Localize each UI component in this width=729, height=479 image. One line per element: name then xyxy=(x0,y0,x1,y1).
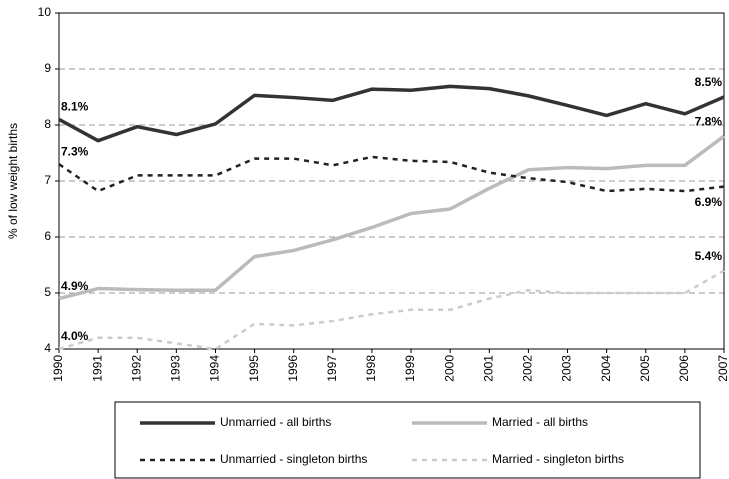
x-tick-label: 1992 xyxy=(129,355,143,382)
x-tick-label: 1990 xyxy=(51,355,65,382)
data-label: 7.3% xyxy=(61,144,89,158)
data-label: 8.5% xyxy=(695,75,723,89)
legend-label: Married - all births xyxy=(492,415,588,429)
legend-label: Unmarried - all births xyxy=(220,415,331,429)
y-tick-label: 8 xyxy=(44,117,51,131)
series-line xyxy=(58,155,725,193)
y-tick-label: 5 xyxy=(44,285,51,299)
series-line xyxy=(58,269,725,351)
x-tick-label: 1996 xyxy=(286,355,300,382)
x-tick-label: 1998 xyxy=(364,355,378,382)
y-axis-label: % of low weight births xyxy=(6,123,20,239)
x-tick-label: 2003 xyxy=(560,355,574,382)
x-tick-label: 2001 xyxy=(481,355,495,382)
x-tick-label: 2000 xyxy=(442,355,456,382)
data-label: 7.8% xyxy=(695,114,723,128)
y-tick-label: 10 xyxy=(38,5,52,19)
legend-box xyxy=(114,401,701,479)
x-tick-label: 1999 xyxy=(403,355,417,382)
x-tick-label: 1994 xyxy=(208,355,222,382)
x-tick-label: 2007 xyxy=(716,355,729,382)
series-line xyxy=(58,84,725,143)
x-tick-label: 1993 xyxy=(169,355,183,382)
x-tick-label: 1991 xyxy=(90,355,104,382)
x-tick-label: 2006 xyxy=(677,355,691,382)
y-tick-label: 4 xyxy=(44,341,51,355)
series-line xyxy=(58,134,726,301)
x-tick-label: 2002 xyxy=(521,355,535,382)
y-tick-label: 6 xyxy=(44,229,51,243)
data-label: 4.9% xyxy=(61,279,89,293)
x-tick-label: 2005 xyxy=(638,355,652,382)
data-label: 6.9% xyxy=(695,195,723,209)
x-tick-label: 2004 xyxy=(599,355,613,382)
y-tick-label: 7 xyxy=(44,173,51,187)
x-tick-label: 1995 xyxy=(247,355,261,382)
data-label: 4.0% xyxy=(61,329,89,343)
x-tick-label: 1997 xyxy=(325,355,339,382)
legend-label: Unmarried - singleton births xyxy=(220,452,367,466)
data-label: 8.1% xyxy=(61,100,89,114)
legend-label: Married - singleton births xyxy=(492,452,624,466)
plot-frame xyxy=(58,12,725,350)
data-label: 5.4% xyxy=(695,249,723,263)
y-tick-label: 9 xyxy=(44,61,51,75)
